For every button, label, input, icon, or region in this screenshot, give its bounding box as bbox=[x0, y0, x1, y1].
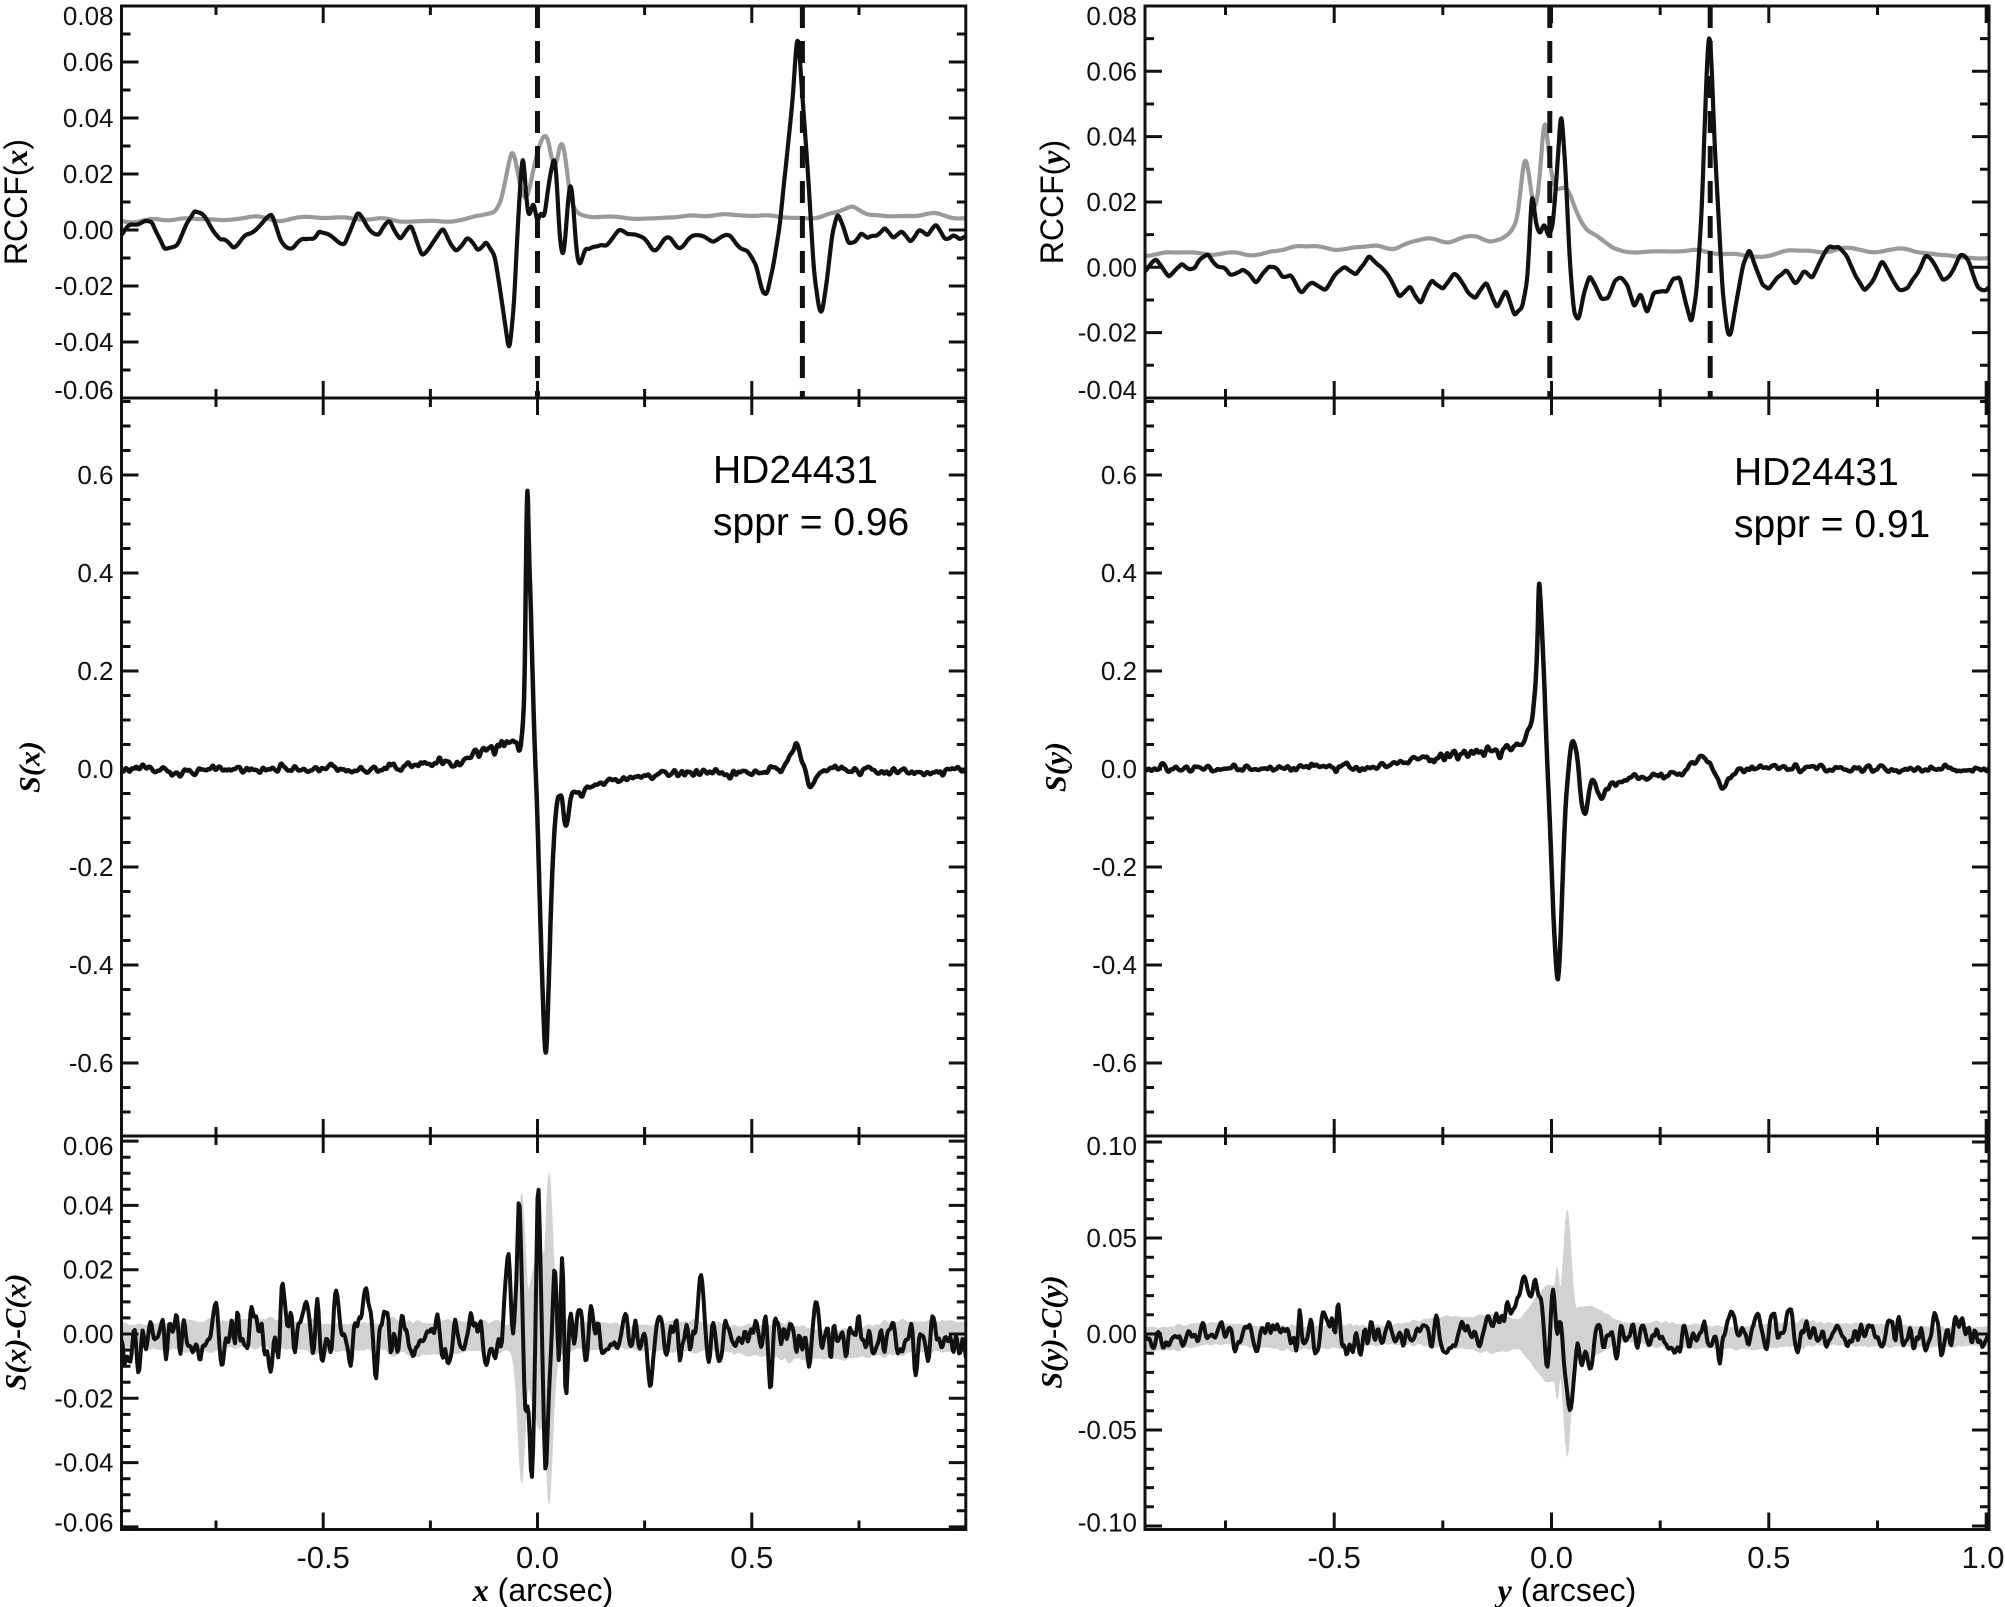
svg-text:y (arcsec): y (arcsec) bbox=[1494, 1572, 1637, 1607]
svg-text:-0.04: -0.04 bbox=[1078, 375, 1137, 405]
svg-text:S(y)-C(y): S(y)-C(y) bbox=[1036, 1275, 1069, 1388]
svg-text:0.5: 0.5 bbox=[1747, 1540, 1790, 1575]
svg-text:0.10: 0.10 bbox=[1086, 1131, 1137, 1161]
svg-text:0.2: 0.2 bbox=[77, 656, 113, 686]
svg-text:-0.02: -0.02 bbox=[54, 271, 113, 301]
svg-text:-0.4: -0.4 bbox=[69, 950, 114, 980]
svg-text:1.0: 1.0 bbox=[1961, 1540, 2004, 1575]
svg-text:-0.5: -0.5 bbox=[1307, 1540, 1360, 1575]
svg-text:0.00: 0.00 bbox=[63, 1319, 114, 1349]
svg-text:0.04: 0.04 bbox=[63, 103, 114, 133]
svg-text:0.6: 0.6 bbox=[1101, 460, 1137, 490]
svg-text:0.02: 0.02 bbox=[1086, 187, 1137, 217]
svg-text:0.06: 0.06 bbox=[63, 47, 114, 77]
svg-text:-0.05: -0.05 bbox=[1078, 1415, 1137, 1445]
svg-text:-0.06: -0.06 bbox=[54, 375, 113, 405]
svg-text:0.6: 0.6 bbox=[77, 460, 113, 490]
svg-text:0.0: 0.0 bbox=[77, 754, 113, 784]
svg-text:HD24431: HD24431 bbox=[713, 449, 878, 492]
svg-text:0.4: 0.4 bbox=[77, 558, 113, 588]
svg-text:0.4: 0.4 bbox=[1101, 558, 1137, 588]
svg-text:-0.2: -0.2 bbox=[1092, 852, 1137, 882]
svg-text:-0.06: -0.06 bbox=[54, 1508, 113, 1538]
svg-text:-0.02: -0.02 bbox=[54, 1383, 113, 1413]
svg-text:sppr = 0.96: sppr = 0.96 bbox=[713, 501, 909, 544]
svg-text:0.05: 0.05 bbox=[1086, 1223, 1137, 1253]
svg-text:0.00: 0.00 bbox=[63, 215, 114, 245]
svg-text:S(y): S(y) bbox=[1040, 742, 1073, 792]
svg-text:0.04: 0.04 bbox=[1086, 122, 1137, 152]
svg-text:-0.6: -0.6 bbox=[69, 1048, 114, 1078]
svg-text:HD24431: HD24431 bbox=[1734, 451, 1899, 494]
svg-text:0.08: 0.08 bbox=[63, 1, 114, 31]
svg-text:x (arcsec): x (arcsec) bbox=[472, 1572, 613, 1607]
svg-text:0.06: 0.06 bbox=[63, 1131, 114, 1161]
svg-text:-0.10: -0.10 bbox=[1078, 1508, 1137, 1538]
svg-text:-0.6: -0.6 bbox=[1092, 1048, 1137, 1078]
svg-text:0.00: 0.00 bbox=[1086, 1319, 1137, 1349]
svg-text:0.0: 0.0 bbox=[1101, 754, 1137, 784]
svg-text:-0.5: -0.5 bbox=[296, 1540, 349, 1575]
svg-text:RCCF(y): RCCF(y) bbox=[1034, 140, 1070, 264]
svg-text:0.2: 0.2 bbox=[1101, 656, 1137, 686]
svg-text:0.04: 0.04 bbox=[63, 1190, 114, 1220]
svg-text:S(x)-C(x): S(x)-C(x) bbox=[0, 1274, 33, 1391]
svg-text:-0.4: -0.4 bbox=[1092, 950, 1137, 980]
svg-text:0.0: 0.0 bbox=[1530, 1540, 1573, 1575]
svg-text:0.02: 0.02 bbox=[63, 1255, 114, 1285]
svg-text:0.00: 0.00 bbox=[1086, 252, 1137, 282]
svg-text:0.02: 0.02 bbox=[63, 159, 114, 189]
svg-text:0.0: 0.0 bbox=[516, 1540, 559, 1575]
svg-text:-0.04: -0.04 bbox=[54, 327, 113, 357]
svg-text:0.06: 0.06 bbox=[1086, 56, 1137, 86]
svg-text:sppr = 0.91: sppr = 0.91 bbox=[1734, 503, 1930, 546]
svg-text:S(x): S(x) bbox=[14, 741, 47, 793]
svg-text:-0.2: -0.2 bbox=[69, 852, 114, 882]
svg-text:-0.02: -0.02 bbox=[1078, 318, 1137, 348]
svg-text:0.5: 0.5 bbox=[730, 1540, 773, 1575]
svg-text:0.08: 0.08 bbox=[1086, 1, 1137, 31]
svg-text:RCCF(x): RCCF(x) bbox=[0, 139, 34, 265]
svg-text:-0.04: -0.04 bbox=[54, 1448, 113, 1478]
